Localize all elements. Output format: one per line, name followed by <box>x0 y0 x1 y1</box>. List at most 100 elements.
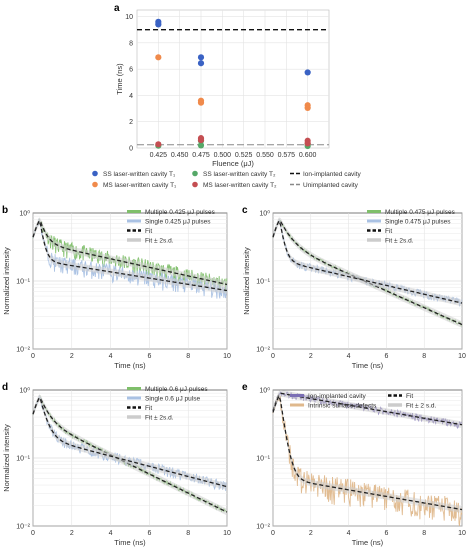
x-tick-label: 0 <box>31 353 35 360</box>
y-tick-label: 4 <box>129 93 133 100</box>
fit-line <box>32 219 228 292</box>
x-tick-label: 4 <box>109 530 113 537</box>
y-tick-label: 10⁻¹ <box>256 279 270 286</box>
data-series-2 <box>272 395 463 526</box>
x-tick-label: 10 <box>458 530 466 537</box>
legend-label: MS laser-written cavity T₂ <box>203 182 277 189</box>
legend-label: Multiple 0.475 μJ pulses <box>385 209 456 216</box>
x-tick-label: 0.500 <box>214 152 232 159</box>
x-axis-label: Time (ns) <box>114 361 146 370</box>
x-tick-label: 8 <box>422 353 426 360</box>
y-axis-label: Normalized intensity <box>2 424 11 492</box>
legend-label: Fit <box>145 405 152 412</box>
y-tick-label: 0 <box>129 146 133 153</box>
panel-label-e: e <box>242 382 248 393</box>
x-tick-label: 2 <box>309 530 313 537</box>
x-tick-label: 4 <box>347 530 351 537</box>
y-tick-label: 8 <box>129 40 133 47</box>
data-point <box>155 54 162 61</box>
legend-label: Multiple 0.6 μJ pulses <box>145 386 208 393</box>
x-tick-label: 0 <box>271 353 275 360</box>
fit-line <box>32 219 228 286</box>
x-axis-label: Fluence (μJ) <box>212 159 254 168</box>
legend-label: Fit ± 2s.d. <box>385 238 414 245</box>
x-axis-label: Time (ns) <box>352 538 384 547</box>
legend-label: Intrinsic surface defects <box>308 403 377 410</box>
legend-marker <box>192 170 198 177</box>
legend-label: Multiple 0.425 μJ pulses <box>145 209 216 216</box>
fit-line <box>272 219 463 304</box>
data-point <box>197 142 205 149</box>
x-tick-label: 10 <box>223 353 231 360</box>
x-tick-label: 0.550 <box>256 152 274 159</box>
y-tick-label: 6 <box>129 67 133 74</box>
legend-label: MS laser-written cavity T₁ <box>103 182 177 189</box>
legend-marker <box>92 170 98 177</box>
legend-label: Single 0.425 μJ pulses <box>145 219 211 226</box>
x-tick-label: 4 <box>347 353 351 360</box>
x-tick-label: 6 <box>147 530 151 537</box>
x-tick-label: 0 <box>271 530 275 537</box>
legend-label: Fit <box>145 228 152 235</box>
fit-line <box>272 219 463 326</box>
y-tick-label: 10⁻² <box>256 347 270 354</box>
x-tick-label: 4 <box>109 353 113 360</box>
panel-label-d: d <box>2 382 8 393</box>
y-tick-label: 2 <box>129 119 133 126</box>
x-tick-label: 0 <box>31 530 35 537</box>
x-tick-label: 0.600 <box>299 152 317 159</box>
x-tick-label: 6 <box>147 353 151 360</box>
legend-label: Single 0.6 μJ pulse <box>145 396 200 403</box>
y-tick-label: 10⁰ <box>19 210 30 218</box>
legend-marker <box>92 181 98 188</box>
x-tick-label: 2 <box>70 530 74 537</box>
x-tick-label: 2 <box>309 353 313 360</box>
x-tick-label: 10 <box>458 353 466 360</box>
y-tick-label: 10⁰ <box>19 387 30 395</box>
y-tick-label: 10⁻² <box>256 524 270 531</box>
legend-label: Ion-implanted cavity <box>303 171 362 178</box>
y-tick-label: 10⁰ <box>259 387 270 395</box>
data-point <box>304 104 311 112</box>
legend-label: Fit <box>385 228 392 235</box>
fit-line <box>272 394 463 511</box>
legend-label: Unimplanted cavity <box>303 182 359 189</box>
fit-line <box>272 392 463 426</box>
fit-band <box>33 217 227 294</box>
x-tick-label: 0.475 <box>192 152 210 159</box>
y-axis-label: Normalized intensity <box>242 247 251 315</box>
fit-band <box>33 394 227 516</box>
legend-label: Fit <box>406 393 413 400</box>
fit-band <box>273 392 462 513</box>
y-tick-label: 10 <box>125 14 133 21</box>
data-point <box>304 140 311 147</box>
x-axis-label: Time (ns) <box>352 361 384 370</box>
x-tick-label: 0.425 <box>150 152 168 159</box>
x-tick-label: 2 <box>70 353 74 360</box>
y-tick-label: 10⁻¹ <box>16 456 30 463</box>
y-tick-label: 10⁻¹ <box>256 456 270 463</box>
legend-label: Fit ± 2 s.d. <box>406 403 436 410</box>
x-tick-label: 10 <box>223 530 231 537</box>
y-tick-label: 10⁻² <box>16 347 30 354</box>
fit-band <box>273 217 462 328</box>
fit-line <box>32 396 228 488</box>
legend-label: Ion-implanted cavity <box>308 393 367 400</box>
legend-label: Fit ± 2s.d. <box>145 415 174 422</box>
x-tick-label: 8 <box>422 530 426 537</box>
legend-label: Fit ± 2s.d. <box>145 238 174 245</box>
y-axis-label: Normalized intensity <box>2 247 11 315</box>
fit-band <box>33 394 227 490</box>
x-tick-label: 0.525 <box>235 152 253 159</box>
data-point <box>304 69 311 76</box>
y-tick-label: 10⁻¹ <box>16 279 30 286</box>
panel-label-c: c <box>242 205 248 216</box>
x-tick-label: 8 <box>186 530 190 537</box>
legend-label: Single 0.475 μJ pulses <box>385 219 451 226</box>
y-tick-label: 10⁻² <box>16 524 30 531</box>
x-tick-label: 6 <box>384 530 388 537</box>
panel-label-b: b <box>2 205 8 216</box>
x-tick-label: 0.450 <box>171 152 189 159</box>
fit-band <box>273 217 462 307</box>
x-tick-label: 0.575 <box>278 152 296 159</box>
